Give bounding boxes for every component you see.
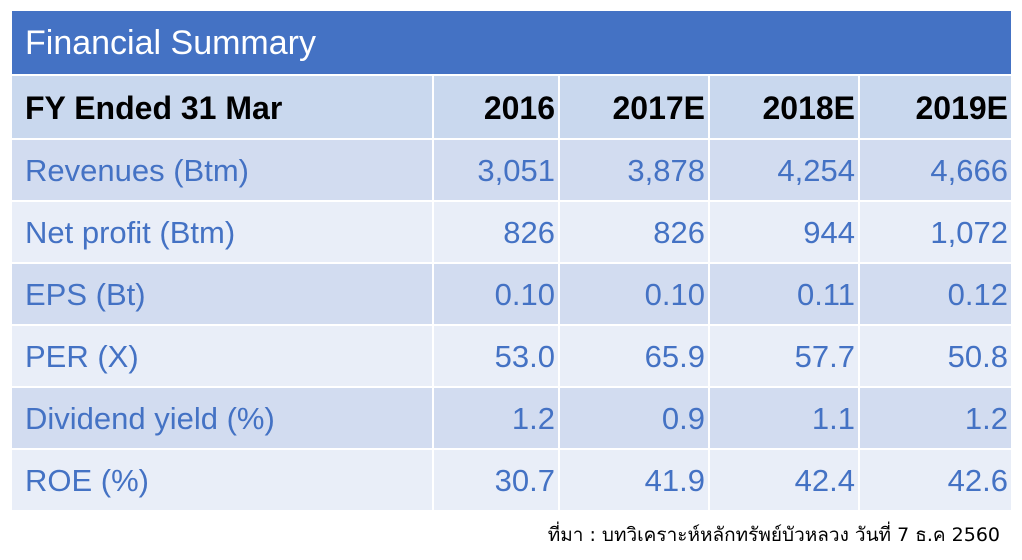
table-cell: 0.12 [860,264,1011,326]
table-cell: 42.4 [710,450,860,512]
table-cell: 53.0 [434,326,560,388]
header-year-2018e: 2018E [710,76,860,140]
table-cell: 944 [710,202,860,264]
table-cell: 826 [434,202,560,264]
row-label-per: PER (X) [12,326,434,388]
table-cell: 1.1 [710,388,860,450]
header-year-2017e: 2017E [560,76,710,140]
header-year-2019e: 2019E [860,76,1011,140]
table-cell: 3,051 [434,140,560,202]
row-label-dividend-yield: Dividend yield (%) [12,388,434,450]
table-cell: 0.10 [560,264,710,326]
financial-summary-table: Financial Summary FY Ended 31 Mar 2016 2… [12,11,1011,512]
table-cell: 0.9 [560,388,710,450]
table-cell: 42.6 [860,450,1011,512]
source-note: ที่มา : บทวิเคราะห์หลักทรัพย์บัวหลวง วัน… [547,524,1000,546]
table-grid: FY Ended 31 Mar 2016 2017E 2018E 2019E R… [12,76,1011,512]
table-cell: 4,254 [710,140,860,202]
table-cell: 4,666 [860,140,1011,202]
table-cell: 41.9 [560,450,710,512]
table-cell: 3,878 [560,140,710,202]
header-year-2016: 2016 [434,76,560,140]
table-cell: 65.9 [560,326,710,388]
row-label-net-profit: Net profit (Btm) [12,202,434,264]
row-label-eps: EPS (Bt) [12,264,434,326]
table-cell: 1.2 [860,388,1011,450]
table-cell: 1.2 [434,388,560,450]
row-label-roe: ROE (%) [12,450,434,512]
row-label-revenues: Revenues (Btm) [12,140,434,202]
table-cell: 826 [560,202,710,264]
header-label: FY Ended 31 Mar [12,76,434,140]
table-cell: 0.11 [710,264,860,326]
table-cell: 0.10 [434,264,560,326]
table-title: Financial Summary [12,11,1011,76]
table-cell: 50.8 [860,326,1011,388]
table-cell: 30.7 [434,450,560,512]
table-cell: 57.7 [710,326,860,388]
table-cell: 1,072 [860,202,1011,264]
